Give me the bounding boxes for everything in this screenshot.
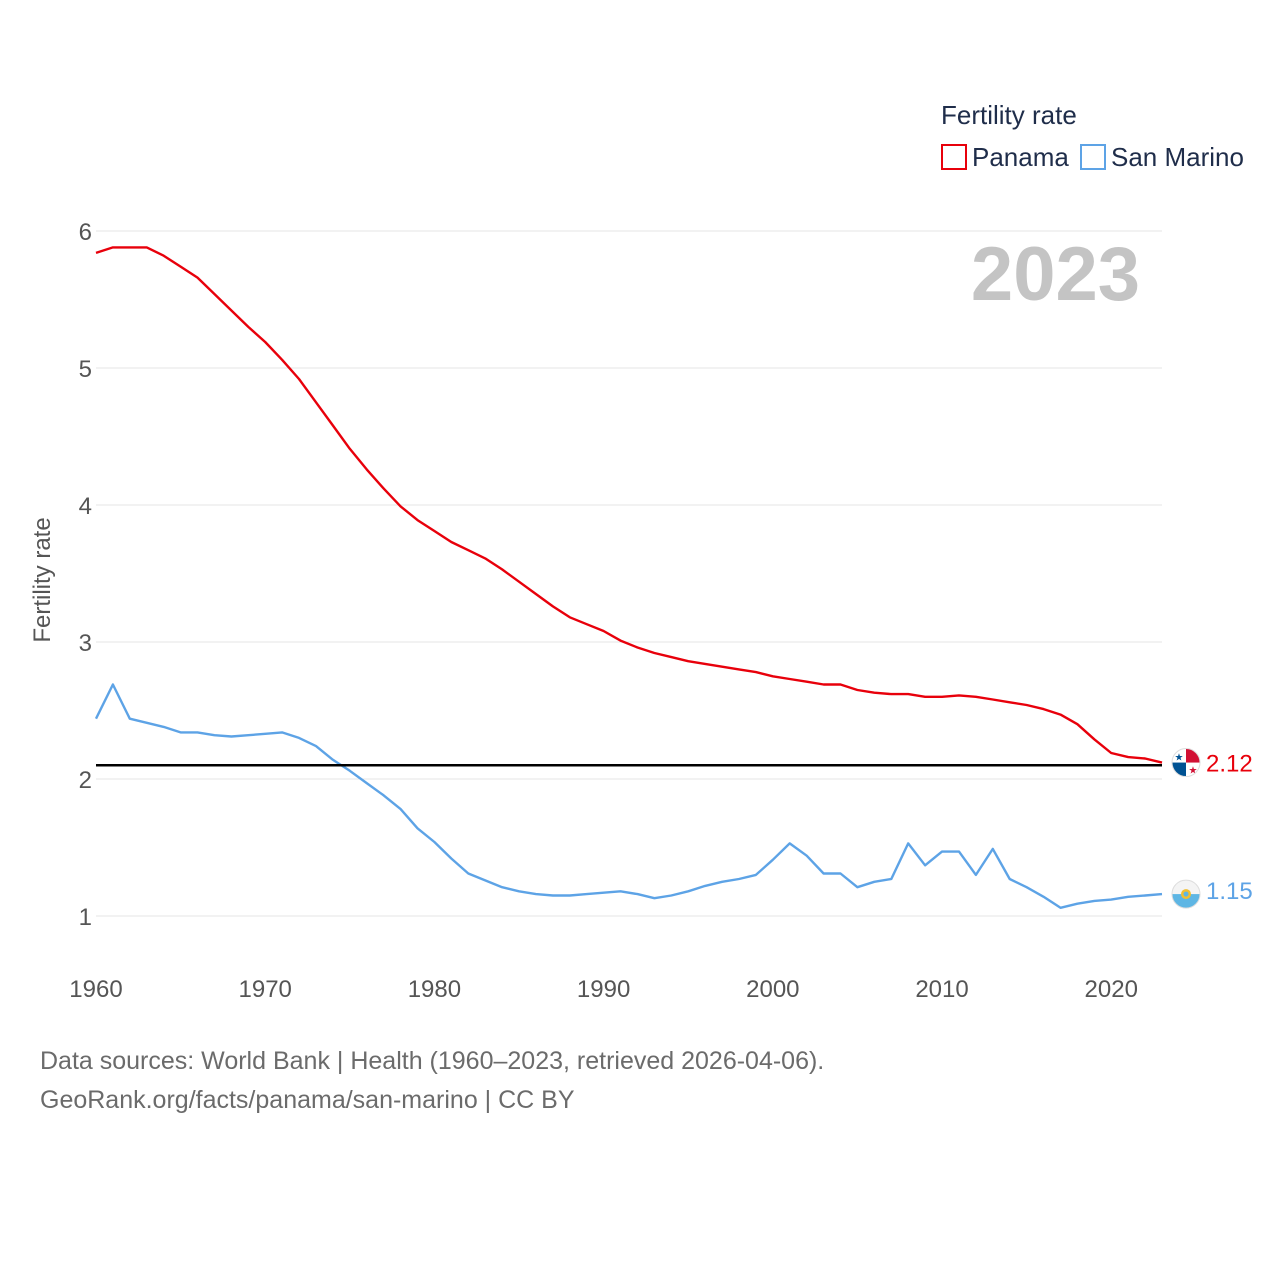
series-line-panama [95, 246, 1163, 764]
attribution-text: GeoRank.org/facts/panama/san-marino | CC… [40, 1086, 575, 1114]
series-layer [94, 246, 1163, 909]
y-tick-label: 5 [79, 356, 92, 383]
y-tick-label: 6 [79, 219, 92, 246]
y-tick-label: 4 [79, 493, 92, 520]
legend-label-panama[interactable]: Panama [972, 142, 1069, 172]
series-line-san-marino [94, 683, 1163, 909]
x-tick-label: 1980 [408, 976, 461, 1003]
footer: Data sources: World Bank | Health (1960–… [40, 1042, 824, 1120]
y-axis-title: Fertility rate [29, 517, 56, 642]
y-tick-label: 2 [79, 767, 92, 794]
x-tick-label: 1990 [577, 976, 630, 1003]
x-tick-label: 1960 [69, 976, 122, 1003]
panama-flag-icon: ★ ★ [1171, 748, 1201, 778]
legend-swatch-san-marino[interactable] [1080, 144, 1106, 170]
data-source-text: Data sources: World Bank | Health (1960–… [40, 1047, 825, 1075]
x-axis-ticks: 1960 1970 1980 1990 2000 2010 2020 [69, 976, 1138, 1003]
x-tick-label: 2010 [915, 976, 968, 1003]
x-tick-label: 2000 [746, 976, 799, 1003]
x-tick-label: 2020 [1085, 976, 1138, 1003]
end-value-panama: 2.12 [1206, 751, 1253, 778]
year-label: 2023 [971, 232, 1140, 317]
svg-text:★: ★ [1189, 766, 1198, 777]
y-tick-label: 1 [79, 904, 92, 931]
fertility-rate-chart: Fertility rate Panama San Marino 123456 … [29, 100, 1253, 1003]
legend-swatch-panama[interactable] [941, 144, 967, 170]
y-tick-label: 3 [79, 630, 92, 657]
legend-label-san-marino[interactable]: San Marino [1111, 142, 1244, 172]
end-value-san-marino: 1.15 [1206, 878, 1253, 905]
svg-text:★: ★ [1175, 753, 1184, 764]
legend-title: Fertility rate [941, 100, 1077, 130]
x-tick-label: 1970 [239, 976, 292, 1003]
end-markers: ★ ★ 2.12 1.15 [1171, 748, 1253, 909]
gridlines [96, 230, 1162, 917]
san-marino-flag-icon [1171, 879, 1201, 909]
y-axis-ticks: 1 2 3 4 5 6 [79, 219, 92, 931]
